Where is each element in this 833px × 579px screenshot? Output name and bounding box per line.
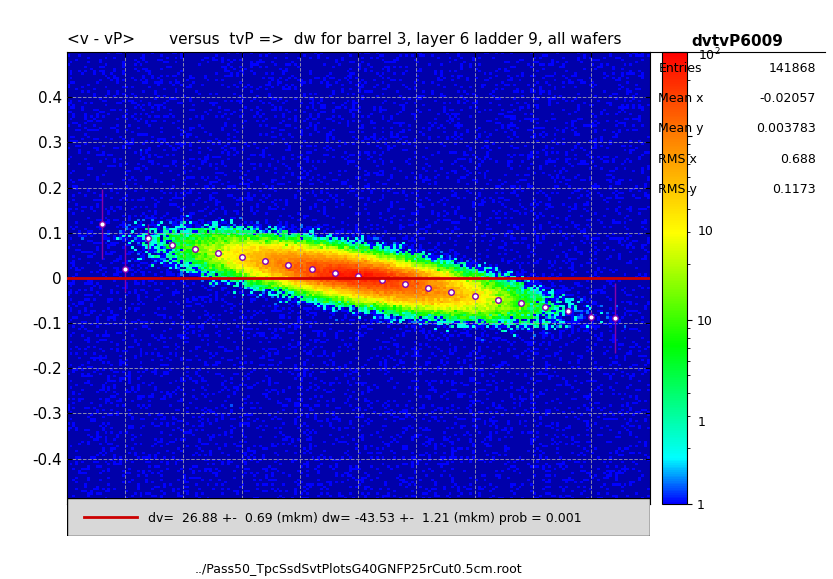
Text: ../Pass50_TpcSsdSvtPlotsG40GNFP25rCut0.5cm.root: ../Pass50_TpcSsdSvtPlotsG40GNFP25rCut0.5… (194, 563, 522, 576)
Text: RMS x: RMS x (658, 153, 697, 166)
Text: dvtvP6009: dvtvP6009 (691, 34, 783, 49)
Text: 0.1173: 0.1173 (772, 183, 816, 196)
Text: <v - vP>       versus  tvP =>  dw for barrel 3, layer 6 ladder 9, all wafers: <v - vP> versus tvP => dw for barrel 3, … (67, 32, 621, 47)
Text: dv=  26.88 +-  0.69 (mkm) dw= -43.53 +-  1.21 (mkm) prob = 0.001: dv= 26.88 +- 0.69 (mkm) dw= -43.53 +- 1.… (148, 512, 582, 525)
Text: 10: 10 (698, 225, 714, 238)
Text: Entries: Entries (658, 61, 702, 75)
Text: RMS y: RMS y (658, 183, 697, 196)
Text: Mean x: Mean x (658, 92, 704, 105)
Text: 0.003783: 0.003783 (756, 122, 816, 135)
Text: $10^2$: $10^2$ (698, 47, 721, 63)
Text: -0.02057: -0.02057 (760, 92, 816, 105)
Text: 141868: 141868 (768, 61, 816, 75)
Text: Mean y: Mean y (658, 122, 704, 135)
Text: 1: 1 (698, 416, 706, 429)
Text: 0.688: 0.688 (780, 153, 816, 166)
